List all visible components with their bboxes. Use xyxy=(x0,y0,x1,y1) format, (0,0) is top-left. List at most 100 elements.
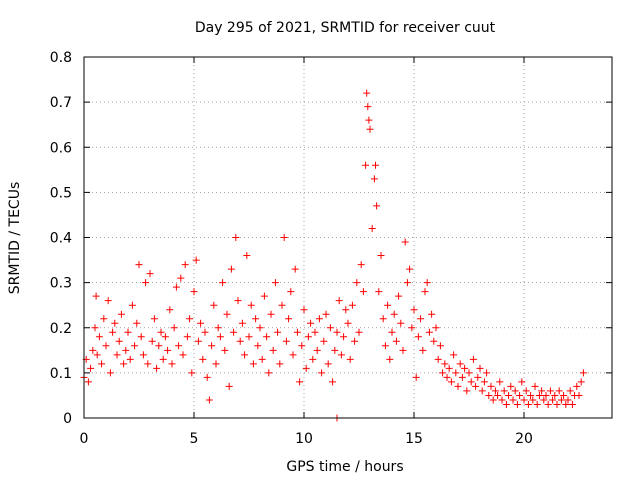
data-point xyxy=(199,355,207,363)
data-point xyxy=(344,319,352,327)
y-axis-label: SRMTID / TECUs xyxy=(7,182,23,295)
data-point xyxy=(480,378,488,386)
data-point xyxy=(282,337,290,345)
data-point xyxy=(423,279,431,287)
data-point xyxy=(183,333,191,341)
y-tick-label: 0.2 xyxy=(50,321,72,337)
y-tick-label: 0.3 xyxy=(50,276,72,292)
data-point xyxy=(489,396,497,404)
y-tick-label: 0.7 xyxy=(50,95,72,111)
data-point xyxy=(450,351,458,359)
data-point xyxy=(91,324,99,332)
data-point xyxy=(518,378,526,386)
data-point xyxy=(223,310,231,318)
data-point xyxy=(315,315,323,323)
data-point xyxy=(278,301,286,309)
data-point xyxy=(258,355,266,363)
data-point xyxy=(377,252,385,260)
data-point xyxy=(245,333,253,341)
data-point xyxy=(333,328,341,336)
data-point xyxy=(267,310,275,318)
data-point xyxy=(98,360,106,368)
data-point xyxy=(157,328,165,336)
data-point xyxy=(403,279,411,287)
data-point xyxy=(205,396,213,404)
data-point xyxy=(144,360,152,368)
data-point xyxy=(412,373,420,381)
data-point xyxy=(324,360,332,368)
data-point xyxy=(113,351,121,359)
data-point xyxy=(311,328,319,336)
data-point xyxy=(131,342,139,350)
data-point xyxy=(276,360,284,368)
data-point xyxy=(520,396,528,404)
data-point xyxy=(128,301,136,309)
data-point xyxy=(406,265,414,273)
data-point xyxy=(485,391,493,399)
data-point xyxy=(368,224,376,232)
data-point xyxy=(365,116,373,124)
data-point xyxy=(225,382,233,390)
data-point xyxy=(535,391,543,399)
data-point xyxy=(379,315,387,323)
data-point xyxy=(434,355,442,363)
data-point xyxy=(146,270,154,278)
data-point xyxy=(320,337,328,345)
data-point xyxy=(92,292,100,300)
data-point xyxy=(577,378,585,386)
data-point xyxy=(443,373,451,381)
data-point xyxy=(241,351,249,359)
data-point xyxy=(331,346,339,354)
data-point xyxy=(227,265,235,273)
data-point xyxy=(414,333,422,341)
x-tick-label: 10 xyxy=(295,431,313,447)
data-point xyxy=(126,355,134,363)
data-point xyxy=(474,373,482,381)
data-point xyxy=(186,315,194,323)
data-point xyxy=(238,319,246,327)
data-point xyxy=(256,324,264,332)
data-point xyxy=(505,391,513,399)
data-point xyxy=(214,324,222,332)
data-point xyxy=(254,342,262,350)
data-point xyxy=(216,333,224,341)
data-point xyxy=(408,324,416,332)
data-point xyxy=(271,279,279,287)
data-point xyxy=(104,297,112,305)
data-point xyxy=(302,364,310,372)
data-point xyxy=(296,378,304,386)
data-point xyxy=(439,369,447,377)
data-point xyxy=(364,103,372,111)
data-point xyxy=(447,378,455,386)
data-point xyxy=(362,161,370,169)
data-point xyxy=(219,279,227,287)
data-point xyxy=(197,319,205,327)
data-point xyxy=(502,400,510,408)
data-point xyxy=(500,387,508,395)
data-points xyxy=(80,89,587,422)
data-point xyxy=(192,256,200,264)
data-point xyxy=(100,315,108,323)
data-point xyxy=(161,333,169,341)
data-point xyxy=(397,319,405,327)
data-point xyxy=(190,288,198,296)
data-point xyxy=(513,400,521,408)
data-point xyxy=(538,387,546,395)
data-point xyxy=(210,301,218,309)
data-point xyxy=(188,369,196,377)
data-point xyxy=(122,346,130,354)
data-point xyxy=(465,369,473,377)
data-point xyxy=(155,342,163,350)
data-point xyxy=(304,333,312,341)
data-point xyxy=(230,328,238,336)
data-point xyxy=(212,360,220,368)
data-point xyxy=(221,346,229,354)
data-point xyxy=(494,391,502,399)
data-point xyxy=(139,351,147,359)
data-point xyxy=(401,238,409,246)
data-point xyxy=(300,306,308,314)
data-point xyxy=(234,297,242,305)
data-point xyxy=(293,328,301,336)
data-point xyxy=(560,391,568,399)
